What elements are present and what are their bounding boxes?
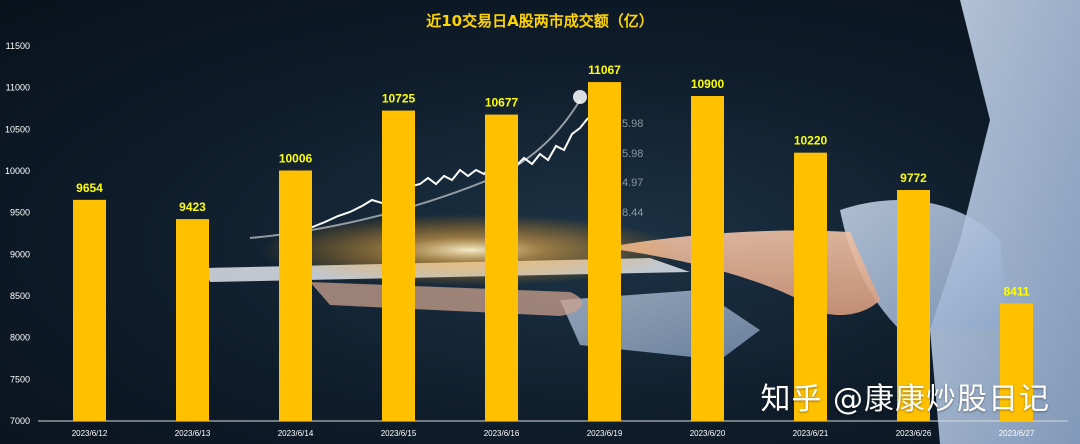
data-label: 9654 xyxy=(76,181,103,195)
bar xyxy=(279,170,312,421)
y-tick-label: 8500 xyxy=(10,291,30,301)
screen-number: 5.98 xyxy=(622,118,643,130)
data-label: 10006 xyxy=(279,152,313,166)
y-tick-label: 10500 xyxy=(5,124,30,134)
screen-number: 8.44 xyxy=(622,207,643,219)
bar xyxy=(1000,303,1033,421)
screen-number: 5.98 xyxy=(622,148,643,160)
x-tick-label: 2023/6/19 xyxy=(587,429,623,438)
x-tick-label: 2023/6/13 xyxy=(175,429,211,438)
glow-dot xyxy=(573,90,587,104)
data-label: 10677 xyxy=(485,96,519,110)
bar xyxy=(176,219,209,421)
y-tick-label: 9000 xyxy=(10,249,30,259)
x-tick-label: 2023/6/26 xyxy=(896,429,932,438)
bar xyxy=(897,190,930,421)
data-label: 11067 xyxy=(588,63,621,77)
data-label: 9423 xyxy=(179,200,206,214)
y-tick-label: 7000 xyxy=(10,416,30,426)
bar xyxy=(691,96,724,421)
y-tick-label: 11000 xyxy=(6,83,30,93)
x-tick-label: 2023/6/12 xyxy=(72,429,108,438)
data-label: 10725 xyxy=(382,92,416,106)
bar xyxy=(588,82,621,421)
y-tick-label: 8000 xyxy=(10,333,30,343)
x-tick-label: 2023/6/15 xyxy=(381,429,417,438)
stock-line xyxy=(309,117,589,229)
screen-number: 4.97 xyxy=(622,177,643,189)
data-label: 9772 xyxy=(900,171,927,185)
bar xyxy=(382,110,415,421)
watermark: 知乎 @康康炒股日记 xyxy=(760,382,1050,417)
curve-line xyxy=(249,99,581,239)
data-label: 10900 xyxy=(691,77,725,91)
chart-title: 近10交易日A股两市成交额（亿） xyxy=(426,12,654,30)
shirt-shape xyxy=(930,0,1080,444)
y-tick-label: 10000 xyxy=(5,166,30,176)
x-tick-label: 2023/6/16 xyxy=(484,429,520,438)
x-tick-label: 2023/6/20 xyxy=(690,429,726,438)
data-label: 8411 xyxy=(1003,284,1029,298)
y-tick-label: 7500 xyxy=(10,374,30,384)
y-tick-label: 9500 xyxy=(10,208,30,218)
y-tick-label: 11500 xyxy=(6,41,30,51)
bar xyxy=(794,152,827,421)
bar xyxy=(73,199,106,421)
data-label: 10220 xyxy=(794,134,828,148)
x-tick-label: 2023/6/14 xyxy=(278,429,314,438)
glow-effect xyxy=(260,214,680,286)
x-tick-label: 2023/6/21 xyxy=(793,429,829,438)
x-tick-label: 2023/6/27 xyxy=(999,429,1035,438)
bar xyxy=(485,114,518,421)
